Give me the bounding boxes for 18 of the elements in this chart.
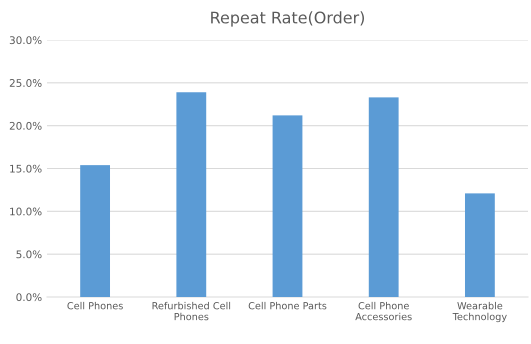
y-tick-label: 15.0% (10, 164, 42, 173)
chart-title: Repeat Rate(Order) (211, 11, 364, 27)
x-tick-label: Cell Phone Accessories (355, 302, 412, 320)
bar (368, 97, 399, 297)
bar (176, 92, 206, 297)
y-tick-label: 10.0% (10, 208, 42, 216)
x-tick-label: Cell Phones (67, 302, 123, 310)
bar (80, 165, 110, 297)
bar (464, 193, 495, 297)
y-tick-label: 25.0% (10, 79, 42, 87)
x-tick-label: Wearable Technology (452, 302, 507, 322)
bar (272, 115, 302, 297)
x-tick-label: Refurbished Cell Phones (152, 302, 230, 320)
x-tick-label: Cell Phone Parts (248, 302, 326, 310)
y-tick-label: 5.0% (16, 250, 42, 258)
y-tick-label: 0.0% (16, 293, 42, 302)
y-tick-label: 20.0% (10, 122, 42, 130)
y-tick-label: 30.0% (10, 36, 42, 44)
